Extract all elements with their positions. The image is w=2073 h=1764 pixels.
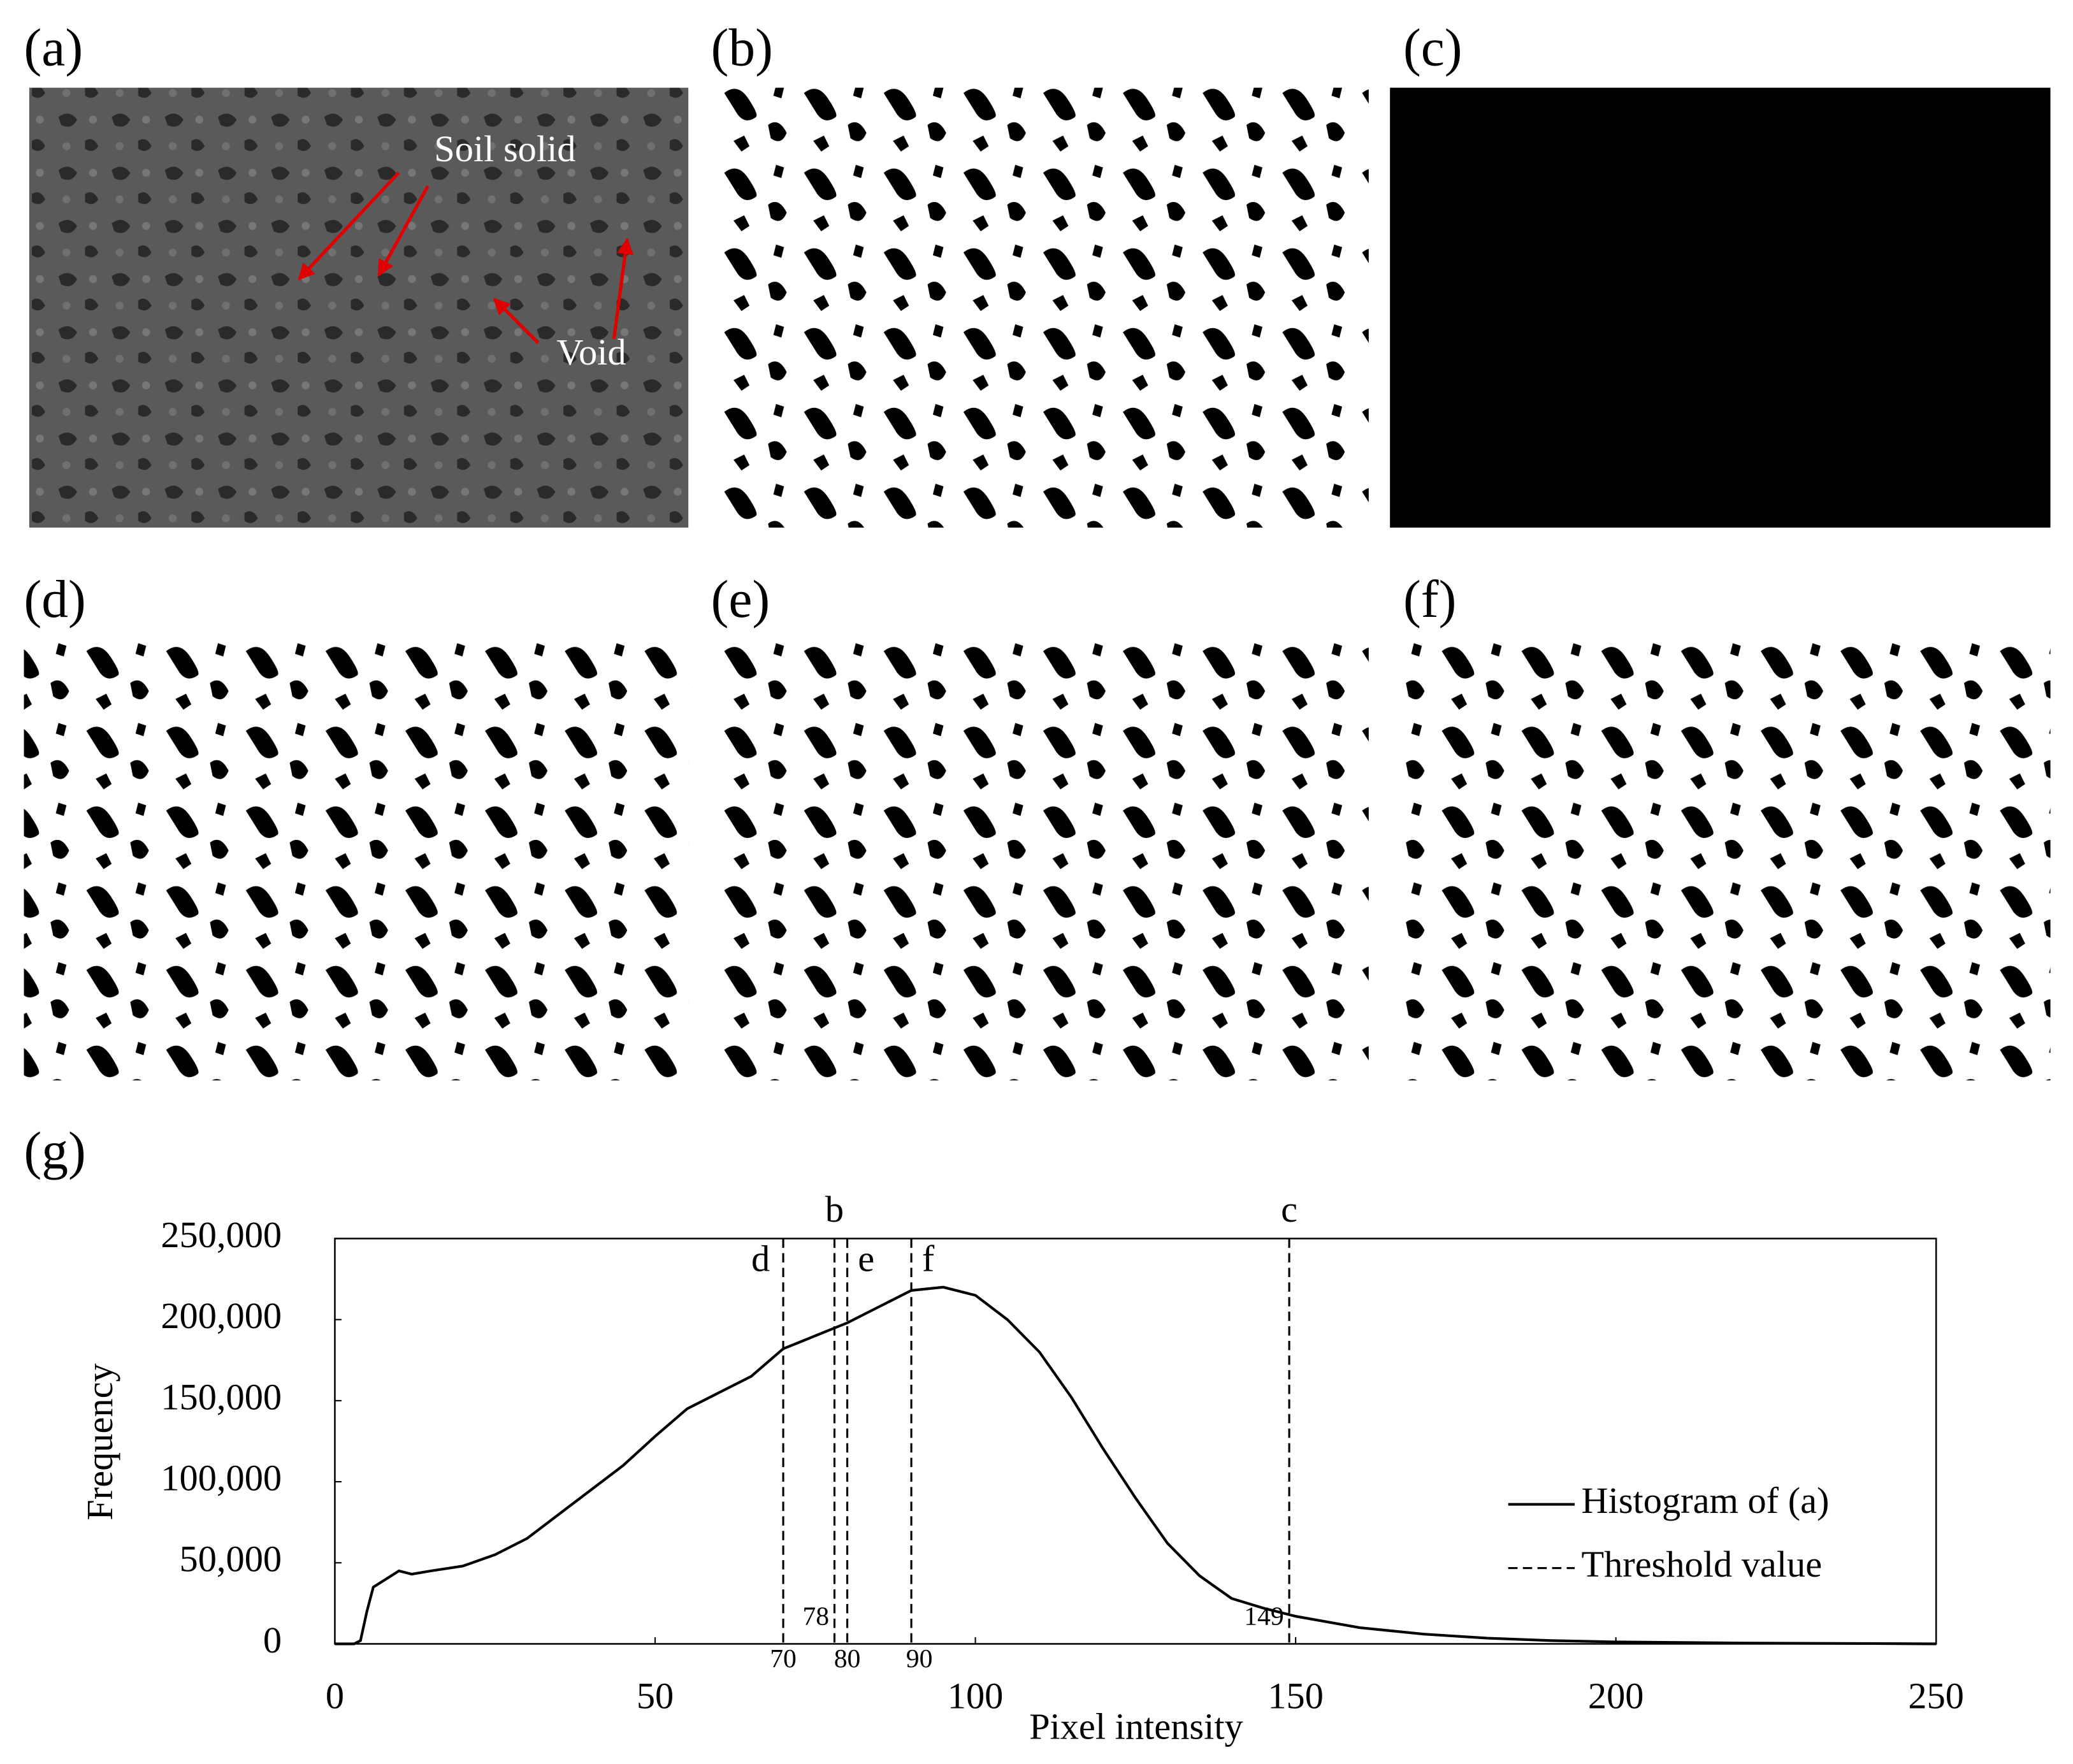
threshold-value: 78 <box>802 1601 829 1631</box>
threshold-letter: e <box>858 1238 874 1279</box>
y-tick-label: 100,000 <box>161 1457 282 1498</box>
x-tick-label: 250 <box>1908 1675 1964 1716</box>
panel-label: (e) <box>711 570 770 629</box>
y-axis-title: Frequency <box>79 1363 120 1520</box>
annotation: Soil solid <box>434 128 575 170</box>
histogram-line <box>335 1285 1937 1645</box>
panel-label: (a) <box>24 19 83 78</box>
legend-label: Histogram of (a) <box>1581 1480 1829 1521</box>
binary-image <box>711 640 1369 1081</box>
legend-label: Threshold value <box>1581 1544 1822 1585</box>
sem-image <box>29 87 689 528</box>
x-tick-label: 0 <box>326 1675 344 1716</box>
panel-label: (f) <box>1403 570 1456 629</box>
annotation-arrows <box>298 171 634 344</box>
y-tick-label: 200,000 <box>161 1295 282 1336</box>
plot-frame <box>334 1238 1937 1645</box>
threshold-value: 90 <box>906 1644 933 1674</box>
threshold-value: 149 <box>1244 1601 1284 1631</box>
threshold-letter: b <box>825 1189 844 1230</box>
y-tick-label: 150,000 <box>161 1376 282 1417</box>
threshold-value: 70 <box>770 1644 797 1674</box>
x-tick-label: 150 <box>1268 1675 1324 1716</box>
panel-label: (d) <box>24 570 86 629</box>
x-tick-label: 100 <box>948 1675 1004 1716</box>
binary-image <box>1395 640 2051 1081</box>
x-tick-label: 200 <box>1588 1675 1644 1716</box>
y-tick-label: 0 <box>263 1619 282 1661</box>
x-axis-title: Pixel intensity <box>1029 1705 1243 1747</box>
x-tick-label: 50 <box>637 1675 674 1716</box>
panel-label: (b) <box>711 19 773 78</box>
y-tick-label: 250,000 <box>161 1214 282 1255</box>
y-tick-label: 50,000 <box>180 1538 282 1580</box>
binary-image <box>24 640 689 1081</box>
panel-label: (c) <box>1403 19 1463 78</box>
binary-image <box>711 87 1369 528</box>
threshold-letter: d <box>751 1238 770 1279</box>
panel-label: (g) <box>24 1122 86 1180</box>
binary-image <box>1390 87 2051 528</box>
threshold-letter: f <box>922 1238 935 1279</box>
threshold-letter: c <box>1281 1189 1297 1230</box>
threshold-value: 80 <box>834 1644 861 1674</box>
image-panels: (a) (b) (c) (d) (e) (f) Soil solid Void <box>24 19 2051 1081</box>
